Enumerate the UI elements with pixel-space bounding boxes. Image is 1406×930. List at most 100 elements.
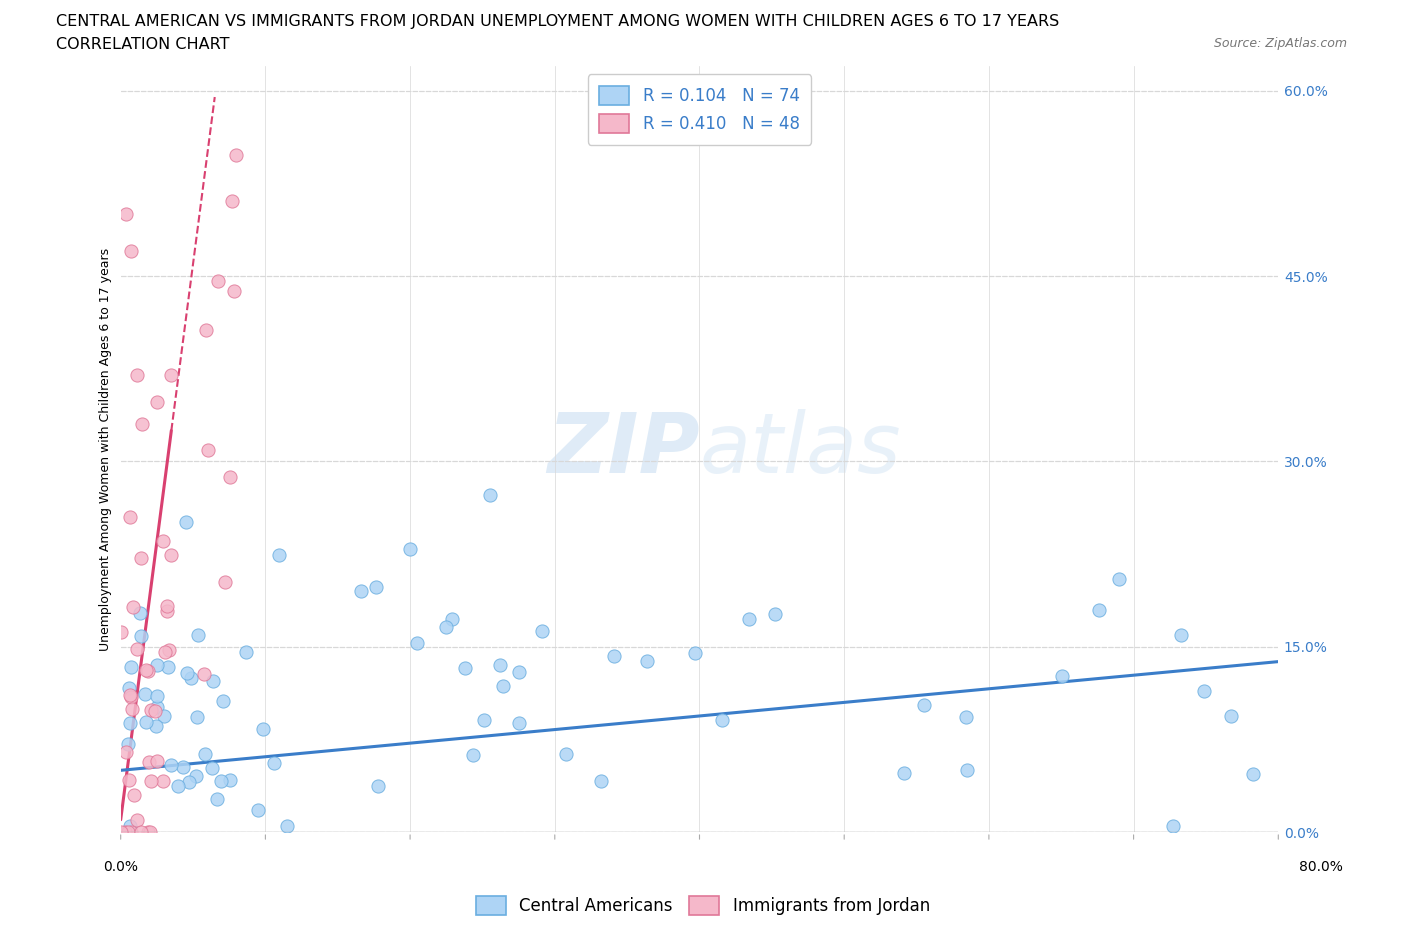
- Point: [201, 760, 224, 775]
- Point: [1088, 603, 1111, 618]
- Point: [128, 605, 150, 620]
- Point: [117, 737, 139, 751]
- Point: [683, 645, 706, 660]
- Point: [508, 665, 530, 680]
- Point: [219, 773, 242, 788]
- Point: [135, 714, 157, 729]
- Point: [184, 768, 207, 783]
- Point: [399, 541, 422, 556]
- Point: [235, 644, 257, 659]
- Point: [118, 681, 141, 696]
- Point: [125, 642, 148, 657]
- Point: [138, 754, 160, 769]
- Point: [1220, 709, 1243, 724]
- Text: CENTRAL AMERICAN VS IMMIGRANTS FROM JORDAN UNEMPLOYMENT AMONG WOMEN WITH CHILDRE: CENTRAL AMERICAN VS IMMIGRANTS FROM JORD…: [56, 14, 1060, 29]
- Point: [201, 673, 224, 688]
- Point: [207, 273, 229, 288]
- Point: [146, 688, 169, 703]
- Point: [479, 488, 502, 503]
- Point: [492, 679, 515, 694]
- Point: [247, 803, 270, 817]
- Point: [134, 686, 156, 701]
- Point: [187, 628, 209, 643]
- Point: [636, 653, 658, 668]
- Point: [122, 788, 145, 803]
- Point: [1194, 684, 1216, 698]
- Point: [367, 779, 389, 794]
- Point: [146, 395, 169, 410]
- Point: [114, 825, 136, 840]
- Legend: R = 0.104   N = 74, R = 0.410   N = 48: R = 0.104 N = 74, R = 0.410 N = 48: [588, 74, 811, 145]
- Text: Source: ZipAtlas.com: Source: ZipAtlas.com: [1213, 37, 1347, 50]
- Point: [120, 818, 142, 833]
- Point: [1108, 571, 1130, 586]
- Point: [115, 207, 138, 222]
- Point: [129, 551, 152, 565]
- Point: [176, 666, 198, 681]
- Point: [110, 825, 132, 840]
- Point: [125, 367, 148, 382]
- Point: [440, 611, 463, 626]
- Point: [118, 715, 141, 730]
- Point: [263, 755, 285, 770]
- Point: [120, 660, 142, 675]
- Point: [1170, 628, 1192, 643]
- Point: [131, 825, 153, 840]
- Point: [115, 744, 138, 759]
- Point: [472, 712, 495, 727]
- Point: [555, 747, 578, 762]
- Point: [139, 703, 162, 718]
- Point: [129, 629, 152, 644]
- Point: [152, 534, 174, 549]
- Point: [152, 774, 174, 789]
- Point: [145, 658, 167, 672]
- Point: [143, 704, 166, 719]
- Point: [159, 547, 181, 562]
- Point: [955, 710, 977, 724]
- Point: [110, 625, 132, 640]
- Point: [912, 698, 935, 712]
- Point: [221, 193, 243, 208]
- Point: [531, 624, 554, 639]
- Point: [120, 687, 142, 702]
- Point: [350, 584, 373, 599]
- Point: [738, 612, 761, 627]
- Point: [186, 710, 208, 724]
- Point: [218, 470, 240, 485]
- Point: [711, 712, 734, 727]
- Point: [127, 813, 149, 828]
- Point: [136, 825, 159, 840]
- Point: [195, 322, 218, 337]
- Point: [156, 604, 179, 618]
- Point: [172, 760, 194, 775]
- Point: [153, 709, 176, 724]
- Text: CORRELATION CHART: CORRELATION CHART: [56, 37, 229, 52]
- Point: [160, 367, 183, 382]
- Point: [120, 825, 142, 840]
- Point: [145, 718, 167, 733]
- Point: [207, 791, 229, 806]
- Point: [153, 645, 176, 660]
- Point: [508, 716, 530, 731]
- Point: [135, 662, 157, 677]
- Point: [225, 148, 247, 163]
- Point: [167, 778, 190, 793]
- Point: [156, 599, 179, 614]
- Point: [146, 699, 169, 714]
- Text: 80.0%: 80.0%: [1299, 860, 1343, 874]
- Point: [489, 658, 512, 672]
- Point: [211, 694, 233, 709]
- Point: [591, 774, 613, 789]
- Point: [406, 635, 429, 650]
- Point: [120, 244, 142, 259]
- Point: [269, 547, 291, 562]
- Point: [177, 774, 200, 789]
- Point: [157, 642, 180, 657]
- Point: [136, 663, 159, 678]
- Point: [214, 574, 236, 589]
- Point: [276, 818, 298, 833]
- Point: [174, 514, 197, 529]
- Point: [180, 671, 202, 685]
- Point: [364, 579, 387, 594]
- Text: 0.0%: 0.0%: [103, 860, 138, 874]
